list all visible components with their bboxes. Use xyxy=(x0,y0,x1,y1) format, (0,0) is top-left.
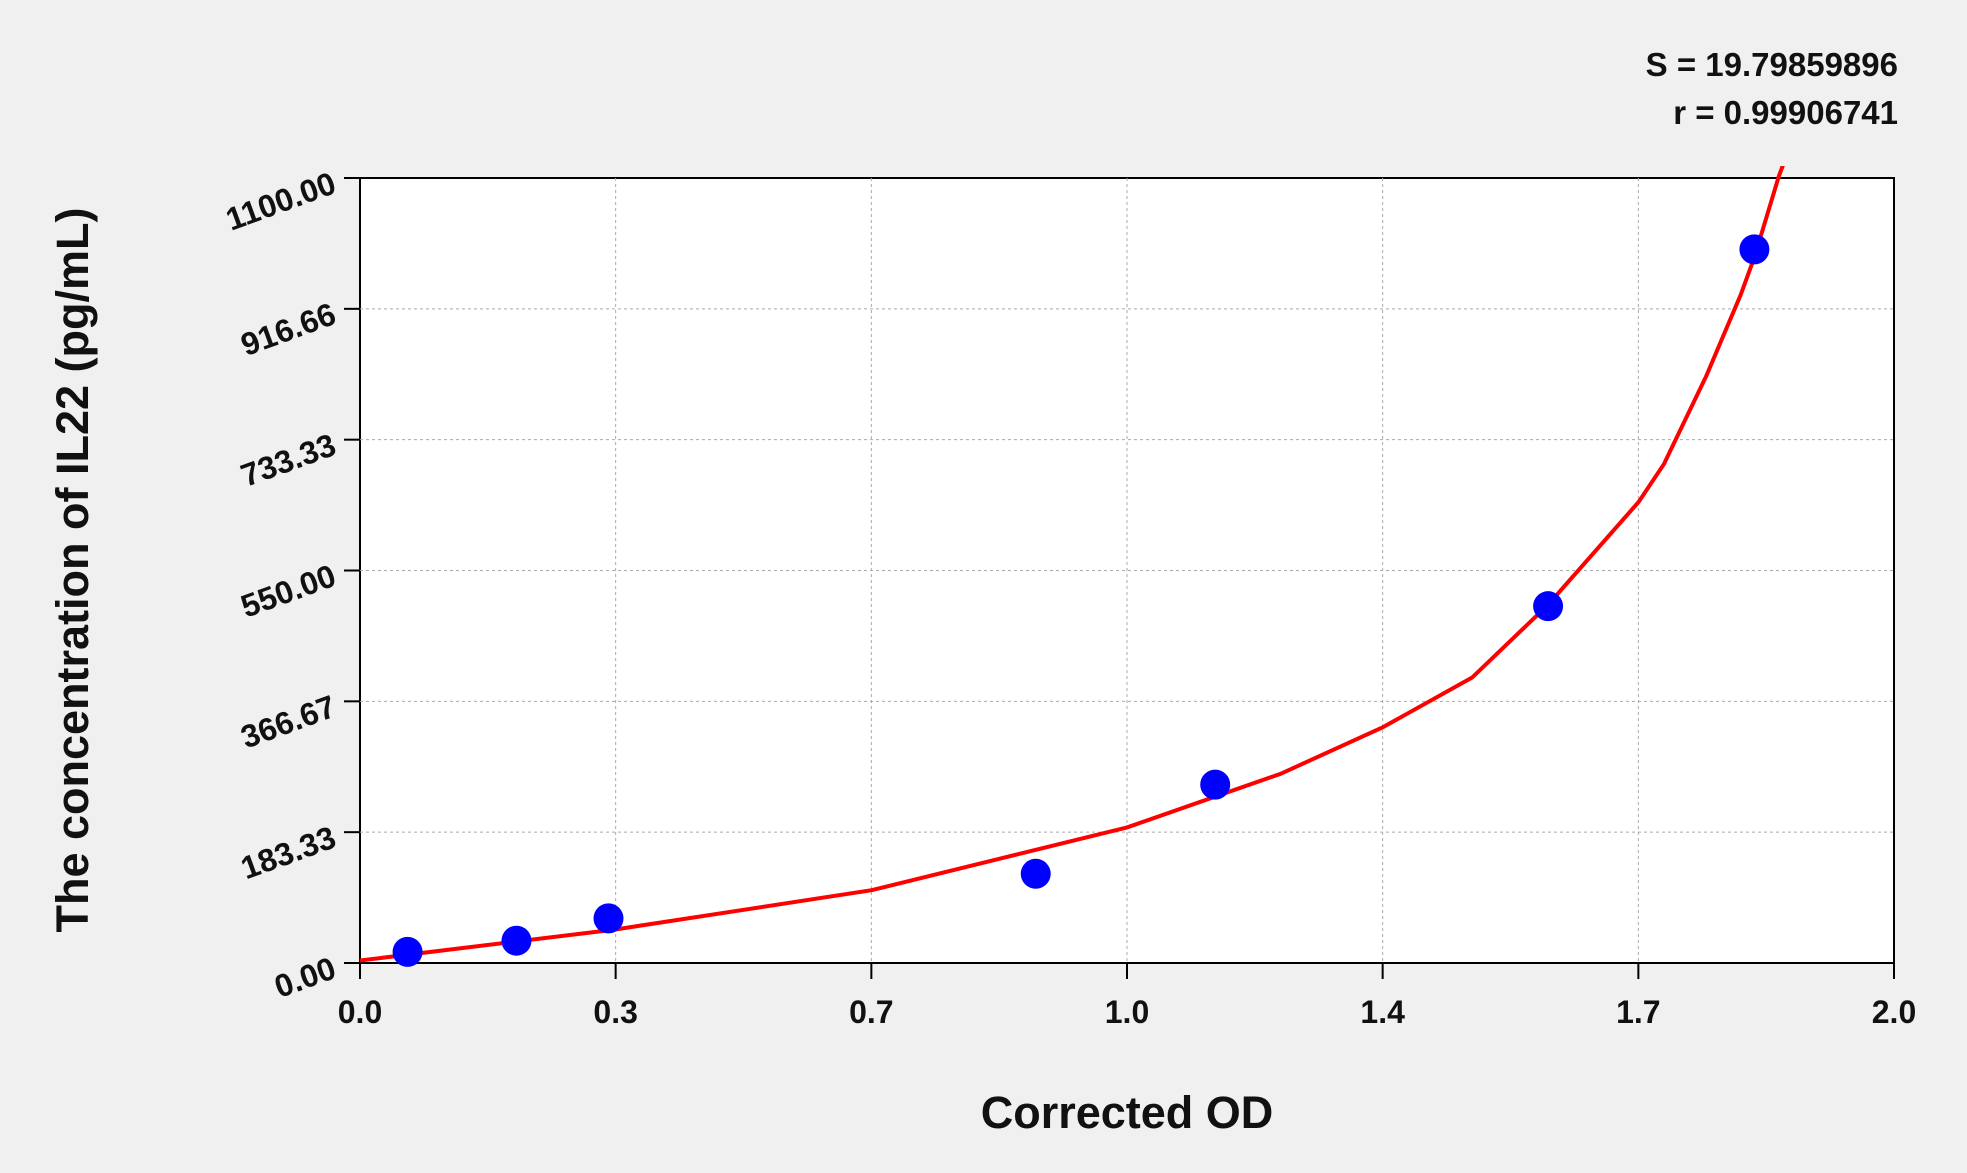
x-tick-label: 0.3 xyxy=(593,994,637,1030)
x-tick-label: 1.0 xyxy=(1105,994,1149,1030)
x-tick-label: 1.4 xyxy=(1360,994,1405,1030)
data-point xyxy=(593,903,624,934)
annotation: S = 19.79859896 xyxy=(1646,46,1898,83)
data-point xyxy=(1739,234,1770,265)
x-tick-label: 0.0 xyxy=(338,994,382,1030)
annotation: r = 0.99906741 xyxy=(1673,94,1898,131)
data-point xyxy=(1200,769,1231,800)
x-tick-label: 0.7 xyxy=(849,994,893,1030)
data-point xyxy=(1020,858,1051,889)
x-tick-label: 2.0 xyxy=(1872,994,1916,1030)
y-axis-label: The concentration of IL22 (pg/mL) xyxy=(47,207,98,932)
data-point xyxy=(392,936,423,967)
data-point xyxy=(501,925,532,956)
x-tick-label: 1.7 xyxy=(1616,994,1660,1030)
data-point xyxy=(1533,591,1564,622)
x-axis-label: Corrected OD xyxy=(981,1087,1274,1138)
